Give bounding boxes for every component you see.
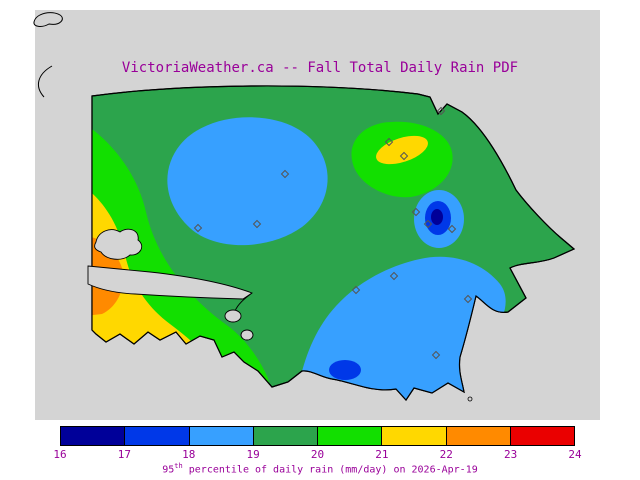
colorbar-tick-label: 24: [568, 448, 582, 461]
station-marker-icon: [423, 219, 433, 229]
colorbar-tick-label: 22: [439, 448, 453, 461]
station-marker-icon: [384, 137, 394, 147]
contour-northwest-lightblue: [167, 117, 328, 246]
colorbar-tick-label: 18: [182, 448, 196, 461]
station-marker-icon: [463, 294, 473, 304]
caption-text: percentile of daily rain (mm/day) on 202…: [182, 464, 478, 476]
colorbar-tick-label: 19: [246, 448, 260, 461]
contour-south-blue-min: [329, 360, 361, 380]
station-marker-icon: [436, 106, 446, 116]
station-marker-icon: [431, 350, 441, 360]
colorbar-tick-label: 17: [117, 448, 131, 461]
colorbar-cell: [382, 427, 447, 445]
colorbar-cell: [61, 427, 126, 445]
colorbar-cell: [446, 427, 511, 445]
station-marker-icon: [399, 151, 409, 161]
waterway-channel: [87, 265, 253, 300]
gorge-waterway: [234, 292, 253, 312]
station-marker-icon: [411, 207, 421, 217]
station-marker-icon: [351, 285, 361, 295]
colorbar-tick-label: 23: [504, 448, 518, 461]
contour-east-navy-min: [431, 209, 443, 225]
region-coastline: [91, 85, 576, 401]
station-marker-icon: [447, 224, 457, 234]
offshore-island: [33, 12, 63, 27]
colorbar-cell: [253, 427, 318, 445]
station-markers: [193, 106, 473, 360]
colorbar-ticks: 16 17 18 19 20 21 22 23 24: [53, 448, 581, 461]
station-marker-icon: [193, 223, 203, 233]
chart-caption: 95th percentile of daily rain (mm/day) o…: [0, 462, 640, 475]
inlet-pond-1: [224, 309, 242, 323]
colorbar-cell: [125, 427, 190, 445]
station-marker-icon: [280, 169, 290, 179]
colorbar-tick-label: 20: [310, 448, 325, 461]
harbour-inlet: [94, 228, 143, 260]
contour-northeast-yellow-max: [376, 135, 428, 165]
chart-title: VictoriaWeather.ca -- Fall Total Daily R…: [121, 60, 519, 76]
caption-superscript: th: [174, 462, 183, 470]
colorbar-cell: [189, 427, 254, 445]
caption-value: 95: [162, 464, 175, 476]
station-marker-icon: [252, 219, 262, 229]
station-marker-icon: [389, 271, 399, 281]
colorbar-tick-label: 16: [53, 448, 67, 461]
colorbar-cell: [318, 427, 383, 445]
west-coastline: [37, 65, 53, 98]
islet: [467, 396, 473, 402]
colorbar-cell: [510, 427, 574, 445]
inlet-pond-2: [240, 329, 254, 341]
colorbar: [60, 426, 575, 446]
colorbar-tick-label: 21: [375, 448, 389, 461]
